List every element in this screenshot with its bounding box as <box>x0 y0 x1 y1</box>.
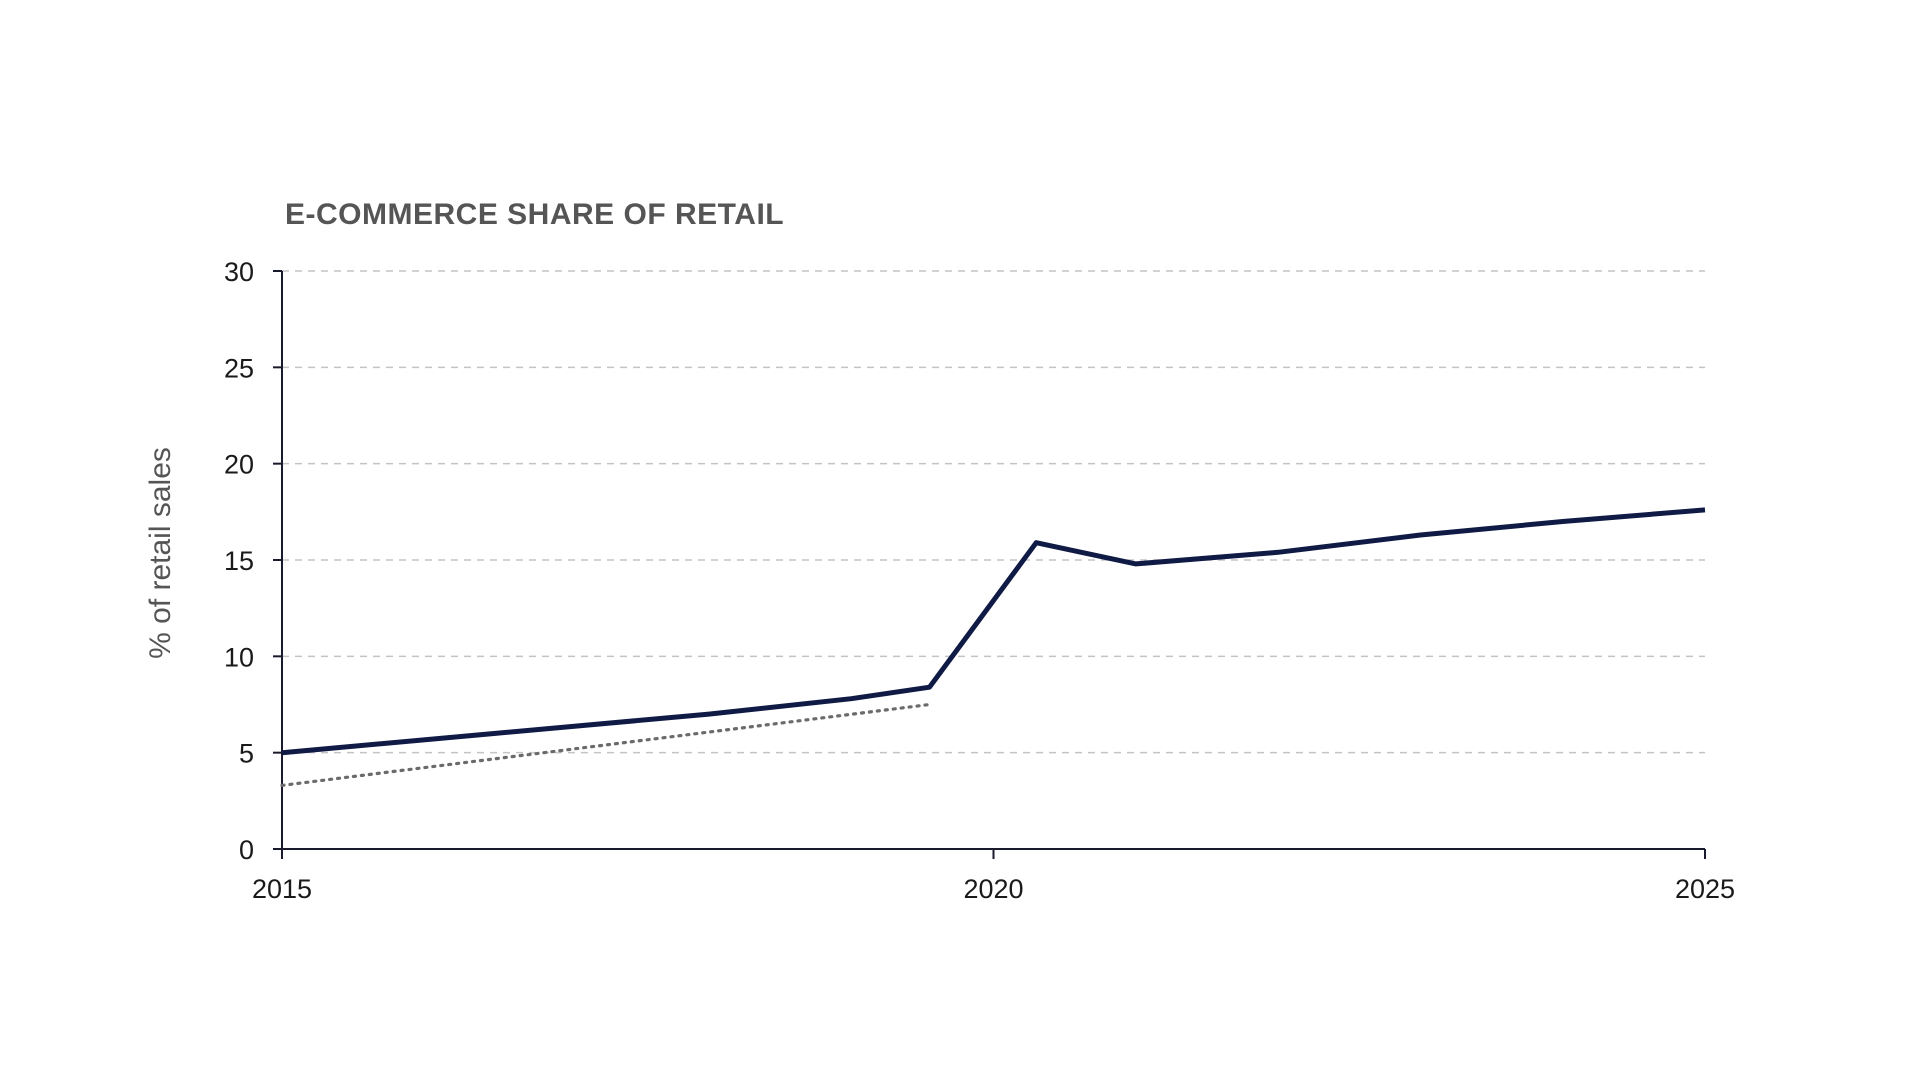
gridlines <box>282 270 1705 754</box>
y-tick-label-0: 0 <box>239 835 254 865</box>
y-tick-label-25: 25 <box>224 353 254 383</box>
series-lines <box>280 507 1706 788</box>
y-tick-label-20: 20 <box>224 450 254 480</box>
x-tick-label-2025: 2025 <box>1675 874 1735 904</box>
chart-title: E-COMMERCE SHARE OF RETAIL <box>285 198 784 231</box>
dotted-trend-line <box>280 702 932 788</box>
axes <box>273 270 1706 859</box>
y-tick-label-10: 10 <box>224 642 254 672</box>
x-tick-label-2015: 2015 <box>252 874 312 904</box>
y-tick-label-30: 30 <box>224 257 254 287</box>
solid-series-line <box>281 507 1706 756</box>
y-axis-label: % of retail sales <box>144 447 177 659</box>
y-tick-label-5: 5 <box>239 739 254 769</box>
y-tick-label-15: 15 <box>224 546 254 576</box>
x-tick-label-2020: 2020 <box>963 874 1023 904</box>
